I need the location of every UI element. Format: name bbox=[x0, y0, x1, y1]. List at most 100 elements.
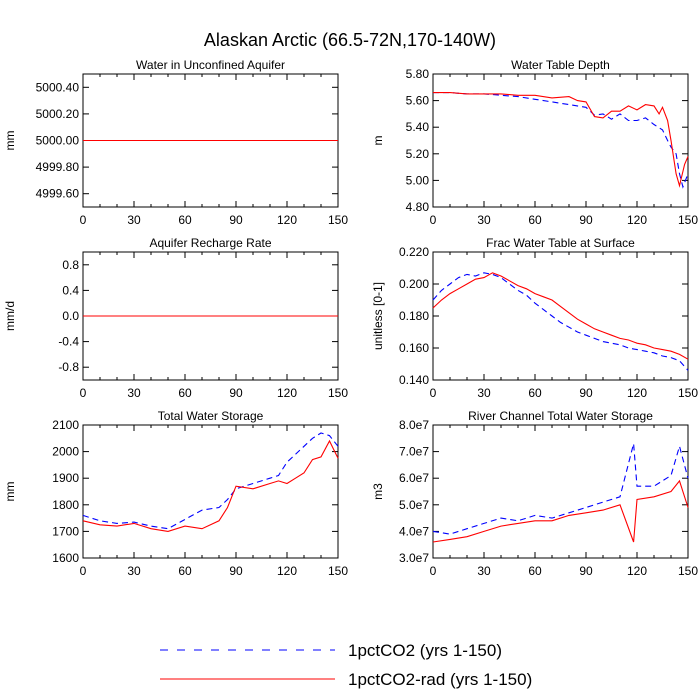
x-tick-label: 90 bbox=[229, 386, 243, 400]
plots-layer: Water in Unconfined Aquifer mm 0 30 60 90 120 1… bbox=[3, 58, 698, 578]
x-tick-label: 90 bbox=[229, 564, 243, 578]
x-tick-label: 120 bbox=[627, 564, 647, 578]
legend-label: 1pctCO2-rad (yrs 1-150) bbox=[348, 670, 532, 689]
y-tick-label: 0.200 bbox=[399, 277, 429, 291]
y-axis-label: mm bbox=[3, 482, 17, 502]
y-tick-label: 5.40 bbox=[406, 120, 430, 134]
plot-panel: Aquifer Recharge Rate mm/d 0 30 60 90 120 150 -0… bbox=[3, 236, 348, 400]
x-tick-label: 30 bbox=[127, 386, 141, 400]
x-tick-label: 0 bbox=[430, 213, 437, 227]
series-line bbox=[82, 439, 339, 532]
x-tick-label: 30 bbox=[477, 386, 491, 400]
x-tick-label: 120 bbox=[277, 213, 297, 227]
legend: 1pctCO2 (yrs 1-150) 1pctCO2-rad (yrs 1-15… bbox=[160, 641, 532, 689]
x-tick-label: 150 bbox=[678, 386, 698, 400]
y-tick-label: 0.220 bbox=[399, 245, 429, 259]
y-axis-label: unitless [0-1] bbox=[371, 282, 385, 350]
y-tick-label: 0.180 bbox=[399, 309, 429, 323]
series-line bbox=[432, 272, 689, 360]
x-tick-label: 90 bbox=[579, 564, 593, 578]
series-line bbox=[433, 92, 689, 189]
y-tick-label: 0.8 bbox=[62, 258, 79, 272]
panel-title: Aquifer Recharge Rate bbox=[149, 236, 271, 250]
x-tick-label: 120 bbox=[277, 386, 297, 400]
x-tick-label: 30 bbox=[477, 213, 491, 227]
y-tick-label: 4.80 bbox=[406, 200, 430, 214]
y-axis-label: mm bbox=[3, 131, 17, 151]
y-tick-label: 0.0 bbox=[62, 309, 79, 323]
x-tick-label: 90 bbox=[229, 213, 243, 227]
x-tick-label: 60 bbox=[528, 564, 542, 578]
y-tick-label: 3.0e7 bbox=[399, 551, 429, 565]
panel-title: Total Water Storage bbox=[158, 409, 264, 423]
x-tick-label: 90 bbox=[579, 386, 593, 400]
y-tick-label: 2000 bbox=[52, 445, 79, 459]
y-tick-label: -0.8 bbox=[58, 360, 79, 374]
y-tick-label: 8.0e7 bbox=[399, 418, 429, 432]
plot-frame bbox=[82, 424, 339, 559]
plot-frame bbox=[432, 251, 689, 381]
plot-frame bbox=[432, 424, 689, 559]
plot-panel: Water in Unconfined Aquifer mm 0 30 60 90 120 1… bbox=[3, 58, 348, 227]
series-line bbox=[82, 432, 339, 530]
y-tick-label: 5.20 bbox=[406, 147, 430, 161]
x-tick-label: 150 bbox=[328, 564, 348, 578]
y-tick-label: 5.60 bbox=[406, 94, 430, 108]
plot-frame bbox=[432, 73, 689, 208]
y-tick-label: 1700 bbox=[52, 524, 79, 538]
x-tick-label: 120 bbox=[627, 386, 647, 400]
x-tick-label: 150 bbox=[328, 386, 348, 400]
panel-title: Water Table Depth bbox=[511, 58, 610, 72]
series-line bbox=[433, 92, 689, 188]
x-tick-label: 60 bbox=[178, 386, 192, 400]
y-tick-label: 1900 bbox=[52, 471, 79, 485]
y-tick-label: 4999.60 bbox=[36, 187, 80, 201]
x-tick-label: 0 bbox=[80, 386, 87, 400]
y-tick-label: 5.00 bbox=[406, 173, 430, 187]
series-line bbox=[432, 272, 689, 371]
x-tick-label: 150 bbox=[328, 213, 348, 227]
y-axis-label: m bbox=[371, 136, 385, 146]
y-tick-label: 5000.20 bbox=[36, 107, 80, 121]
panel-title: Water in Unconfined Aquifer bbox=[136, 58, 285, 72]
y-tick-label: 5000.40 bbox=[36, 80, 80, 94]
y-tick-label: 2100 bbox=[52, 418, 79, 432]
y-tick-label: 4.0e7 bbox=[399, 524, 429, 538]
x-tick-label: 0 bbox=[430, 386, 437, 400]
x-tick-label: 30 bbox=[477, 564, 491, 578]
x-tick-label: 120 bbox=[277, 564, 297, 578]
plot-panel: Frac Water Table at Surface unitless [0-1… bbox=[371, 236, 698, 400]
panel-title: Frac Water Table at Surface bbox=[486, 236, 635, 250]
y-tick-label: 6.0e7 bbox=[399, 471, 429, 485]
y-tick-label: 0.140 bbox=[399, 373, 429, 387]
x-tick-label: 0 bbox=[80, 213, 87, 227]
y-tick-label: 5000.00 bbox=[36, 134, 80, 148]
y-tick-label: 0.4 bbox=[62, 283, 79, 297]
x-tick-label: 30 bbox=[127, 213, 141, 227]
y-tick-label: -0.4 bbox=[58, 335, 79, 349]
x-tick-label: 60 bbox=[528, 213, 542, 227]
panel-title: River Channel Total Water Storage bbox=[468, 409, 653, 423]
plot-panel: River Channel Total Water Storage m3 0 30 60… bbox=[371, 409, 698, 578]
y-axis-label: mm/d bbox=[3, 301, 17, 331]
x-tick-label: 150 bbox=[678, 213, 698, 227]
plot-panel: Water Table Depth m 0 30 60 90 120 150 4.80 5.00 5… bbox=[371, 58, 698, 227]
x-tick-label: 60 bbox=[178, 564, 192, 578]
series-line bbox=[432, 479, 689, 543]
x-tick-label: 0 bbox=[80, 564, 87, 578]
plot-panel: Total Water Storage mm 0 30 60 90 120 150 1600 17… bbox=[3, 409, 348, 578]
x-tick-label: 60 bbox=[528, 386, 542, 400]
x-tick-label: 90 bbox=[579, 213, 593, 227]
y-axis-label: m3 bbox=[371, 483, 385, 500]
y-tick-label: 4999.80 bbox=[36, 160, 80, 174]
legend-label: 1pctCO2 (yrs 1-150) bbox=[348, 641, 502, 660]
y-tick-label: 5.0e7 bbox=[399, 498, 429, 512]
y-tick-label: 0.160 bbox=[399, 341, 429, 355]
y-tick-label: 1600 bbox=[52, 551, 79, 565]
series-line bbox=[432, 443, 689, 535]
x-tick-label: 0 bbox=[430, 564, 437, 578]
y-tick-label: 7.0e7 bbox=[399, 445, 429, 459]
x-tick-label: 60 bbox=[178, 213, 192, 227]
x-tick-label: 120 bbox=[627, 213, 647, 227]
